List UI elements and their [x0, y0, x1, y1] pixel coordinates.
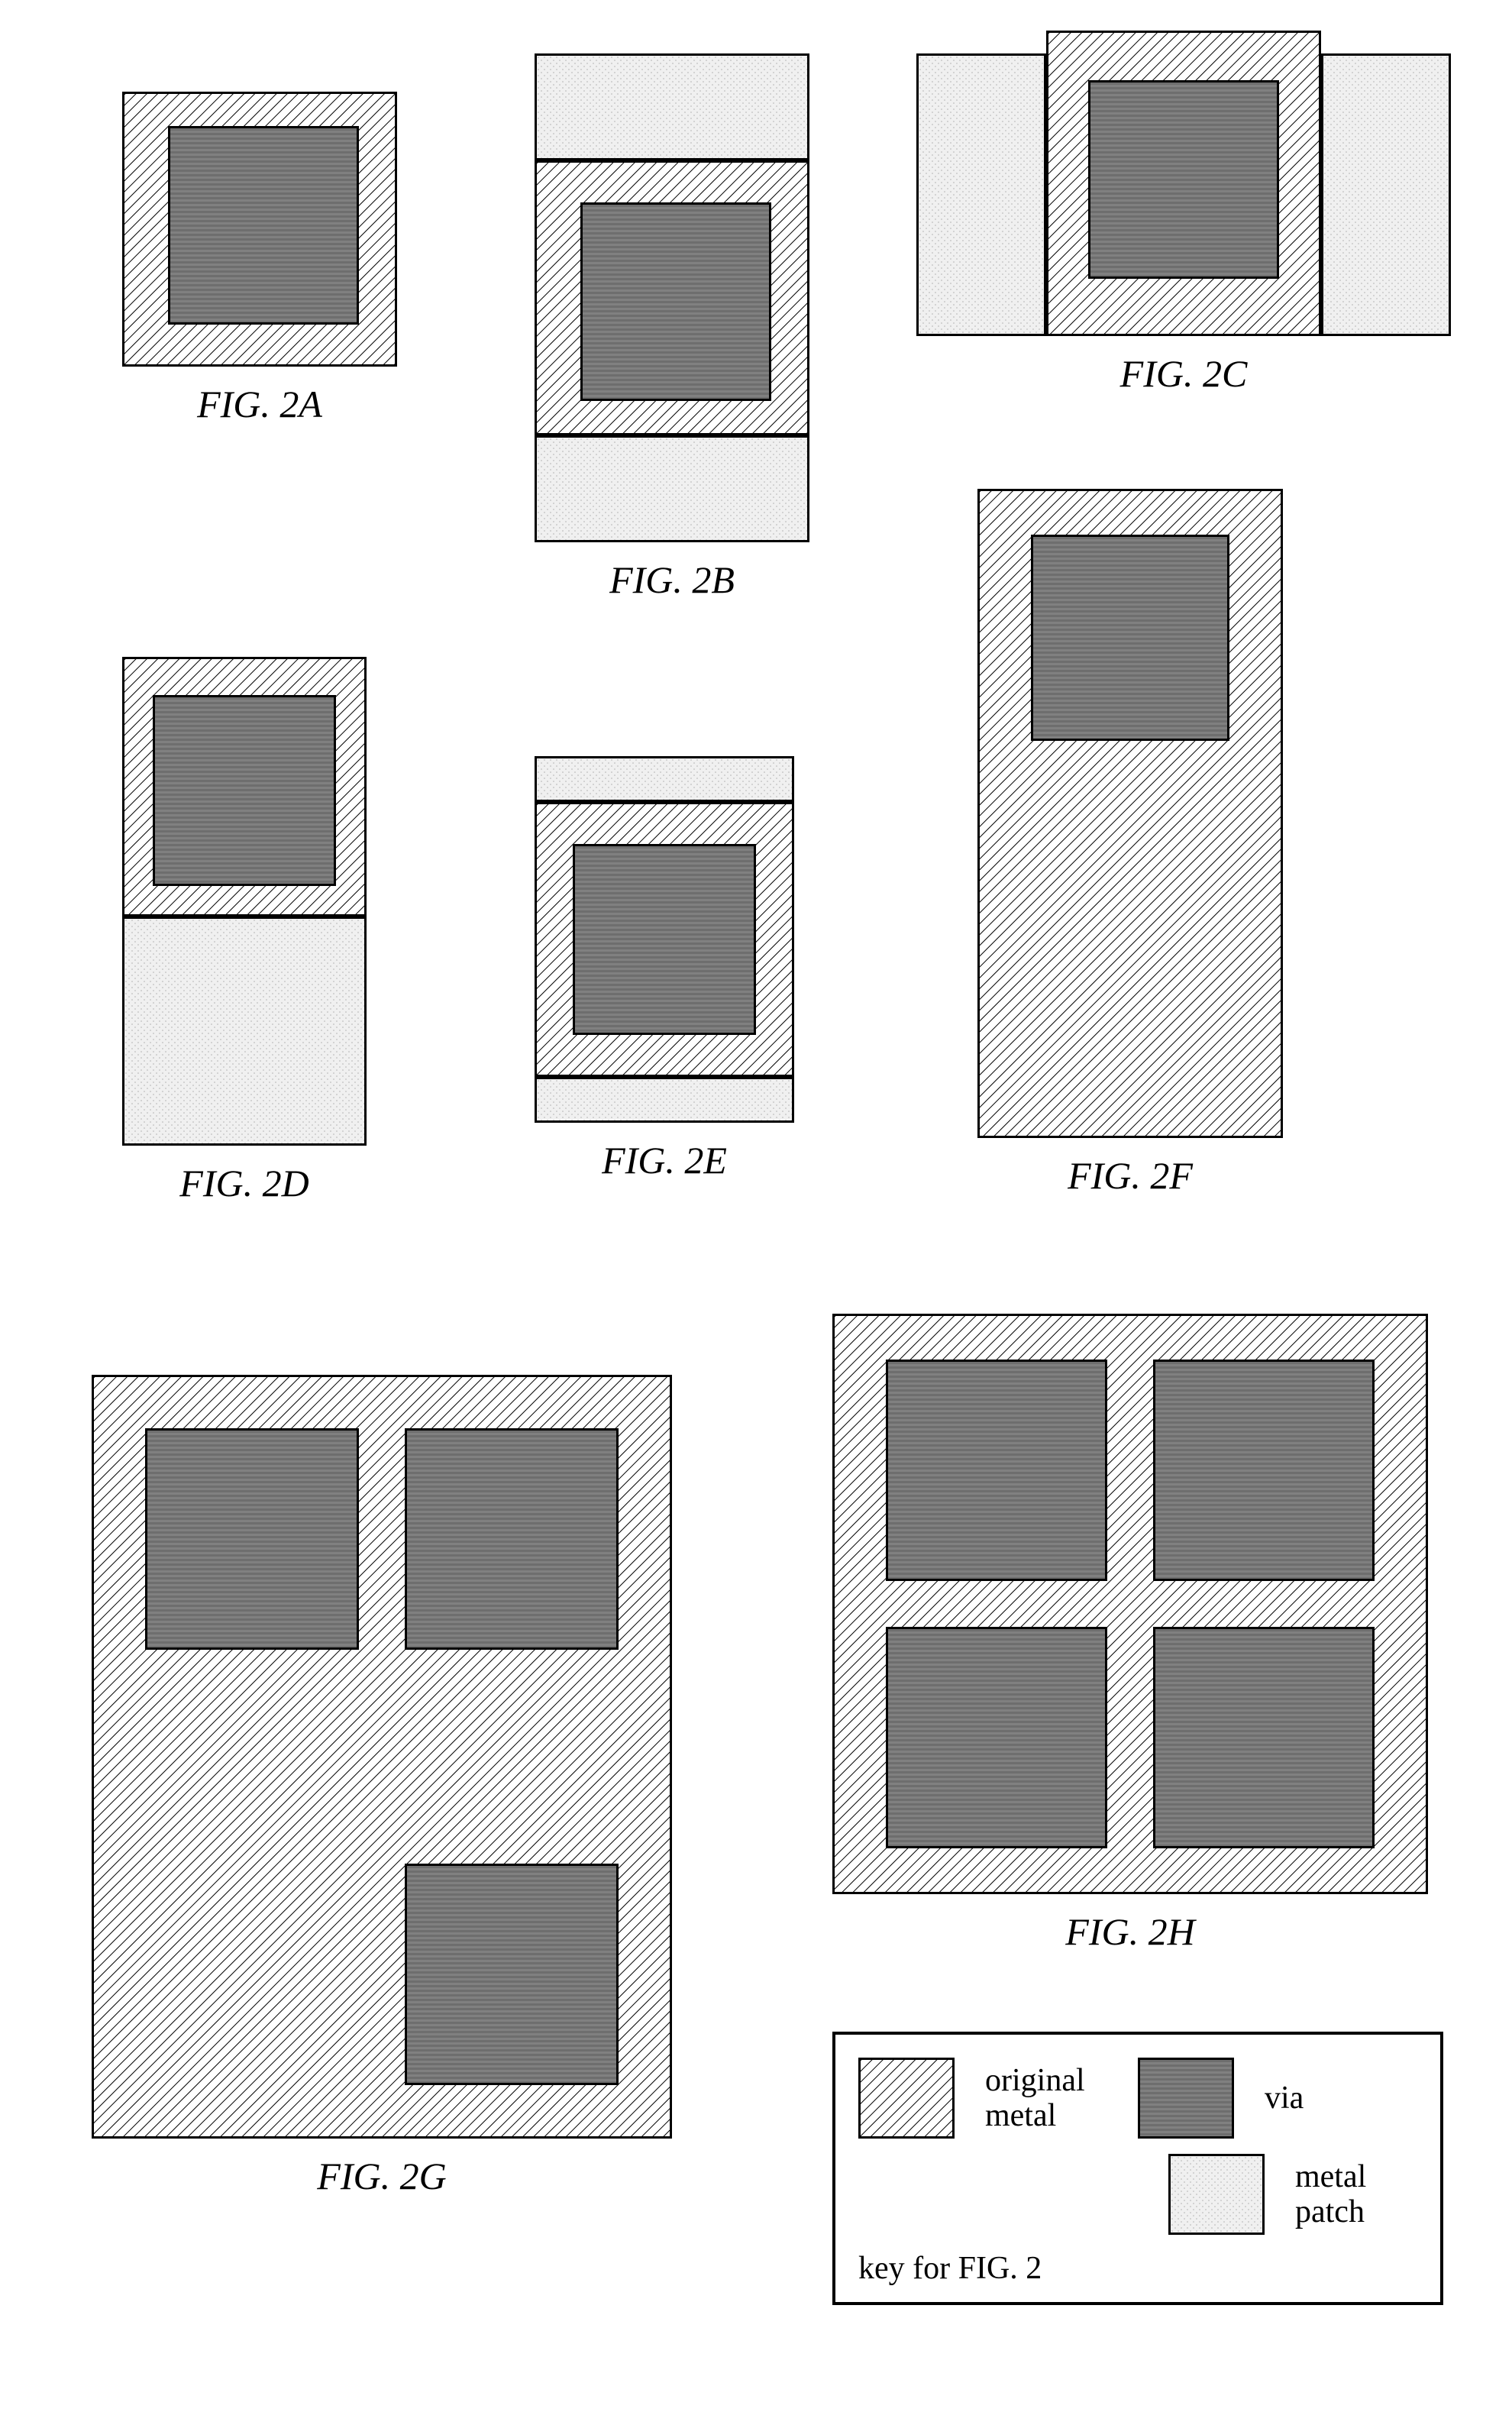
- legend-box: original metal via metal patch key for F…: [832, 2032, 1443, 2305]
- legend-row-1: original metal via: [858, 2058, 1417, 2139]
- figure-C-via-3: [1088, 80, 1279, 279]
- figure-A-via-1: [168, 126, 359, 325]
- figure-G-via-3: [405, 1864, 619, 2085]
- figure-E-stack: [535, 756, 794, 1123]
- figure-G-stack: [92, 1375, 672, 2139]
- figure-A-caption: FIG. 2A: [122, 382, 397, 426]
- figure-G-via-2: [405, 1428, 619, 1650]
- figure-C-patch-2: [1321, 53, 1451, 336]
- figure-D-caption: FIG. 2D: [122, 1161, 367, 1205]
- legend-label-patch: metal patch: [1295, 2159, 1417, 2229]
- figure-C-patch-0: [916, 53, 1046, 336]
- figure-G-via-1: [145, 1428, 359, 1650]
- figure-E: FIG. 2E: [535, 756, 794, 1182]
- figure-H-via-2: [1153, 1360, 1375, 1581]
- figure-B-stack: [535, 53, 809, 542]
- figure-D-stack: [122, 657, 367, 1146]
- figure-D-patch-1: [122, 917, 367, 1146]
- figure-H-stack: [832, 1314, 1428, 1894]
- legend-label-metal: original metal: [985, 2063, 1107, 2133]
- figure-A: FIG. 2A: [122, 92, 397, 426]
- legend-label-via: via: [1265, 2081, 1387, 2116]
- figure-B-patch-0: [535, 53, 809, 160]
- figure-A-stack: [122, 92, 397, 367]
- figure-F-via-1: [1031, 535, 1229, 741]
- page: FIG. 2A FIG. 2B FIG. 2C FIG. 2D FIG. 2E FIG. …: [31, 31, 1481, 2381]
- figure-H-caption: FIG. 2H: [832, 1909, 1428, 1954]
- figure-H-via-3: [886, 1627, 1107, 1848]
- figure-F-caption: FIG. 2F: [977, 1153, 1283, 1198]
- figure-C-caption: FIG. 2C: [916, 351, 1451, 396]
- legend-swatch-metal: [858, 2058, 955, 2139]
- figure-H-via-4: [1153, 1627, 1375, 1848]
- figure-C-stack: [916, 31, 1451, 336]
- figure-G: FIG. 2G: [92, 1375, 672, 2198]
- figure-B-patch-2: [535, 435, 809, 542]
- figure-B-caption: FIG. 2B: [535, 558, 809, 602]
- legend-swatch-via: [1138, 2058, 1234, 2139]
- figure-D: FIG. 2D: [122, 657, 367, 1205]
- figure-E-caption: FIG. 2E: [535, 1138, 794, 1182]
- figure-H-via-1: [886, 1360, 1107, 1581]
- figure-F-stack: [977, 489, 1283, 1138]
- legend-swatch-patch: [1168, 2154, 1265, 2235]
- figure-D-via-2: [153, 695, 336, 886]
- figure-C: FIG. 2C: [916, 31, 1451, 396]
- figure-E-patch-0: [535, 756, 794, 802]
- figure-E-via-3: [573, 844, 756, 1035]
- legend-row-2: metal patch: [858, 2154, 1417, 2235]
- figure-B: FIG. 2B: [535, 53, 809, 602]
- figure-B-via-3: [580, 202, 771, 401]
- figure-F: FIG. 2F: [977, 489, 1283, 1198]
- legend-key-text: key for FIG. 2: [858, 2250, 1417, 2287]
- figure-G-caption: FIG. 2G: [92, 2154, 672, 2198]
- figure-E-patch-2: [535, 1077, 794, 1123]
- figure-H: FIG. 2H: [832, 1314, 1428, 1954]
